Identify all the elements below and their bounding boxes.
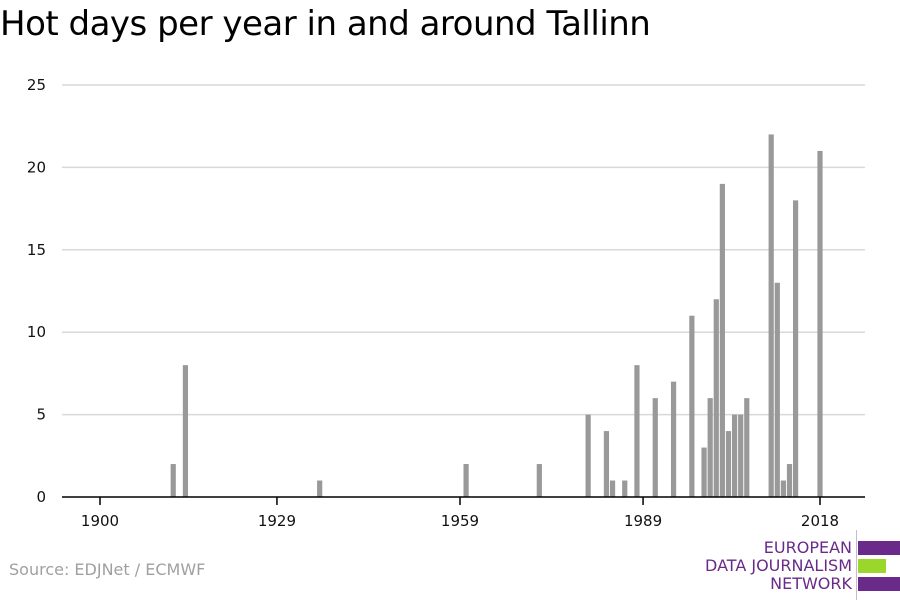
x-tick-label: 2018 <box>801 512 839 530</box>
bar <box>786 464 793 497</box>
bar <box>652 398 658 497</box>
bar <box>585 414 591 497</box>
bar <box>701 447 707 497</box>
logo-bar-bottom <box>858 577 900 591</box>
bar <box>634 365 640 497</box>
logo-line-network: NETWORK <box>770 574 852 593</box>
y-tick-label: 20 <box>27 158 46 176</box>
bar <box>780 480 786 497</box>
bar <box>713 299 719 497</box>
bar <box>744 398 750 497</box>
bar <box>609 480 616 497</box>
chart-title: Hot days per year in and around Tallinn <box>0 4 651 44</box>
gridlines <box>62 84 865 416</box>
axes: 0 5 10 15 20 25 1900 1929 1959 1989 2018 <box>27 76 865 530</box>
bar <box>725 431 732 497</box>
x-tick-label: 1959 <box>441 512 479 530</box>
bar <box>731 414 738 497</box>
y-tick-label: 15 <box>27 241 46 259</box>
source-note: Source: EDJNet / ECMWF <box>9 560 206 579</box>
logo-line-data-journalism: DATA JOURNALISM <box>705 556 852 575</box>
bar <box>707 398 713 497</box>
bar <box>603 431 610 497</box>
logo-bar-middle <box>858 559 886 573</box>
logo-bar-top <box>858 541 900 555</box>
x-tick-label: 1900 <box>81 512 119 530</box>
bar <box>774 282 780 497</box>
bar <box>768 134 774 497</box>
y-tick-label: 10 <box>27 323 46 341</box>
y-tick-label: 25 <box>27 76 46 94</box>
edjnet-logo: EUROPEAN DATA JOURNALISM NETWORK <box>700 530 900 600</box>
x-tick-label: 1929 <box>258 512 296 530</box>
bar <box>622 480 628 497</box>
bar <box>536 464 542 497</box>
bar <box>719 183 725 497</box>
logo-line-european: EUROPEAN <box>763 538 852 557</box>
bar <box>817 150 823 498</box>
bar <box>738 414 744 497</box>
logo-divider <box>856 530 857 600</box>
bars <box>170 134 823 498</box>
x-tick-label: 1989 <box>624 512 662 530</box>
bar <box>670 381 677 497</box>
y-tick-label: 5 <box>36 406 46 424</box>
bar <box>182 365 189 497</box>
bar <box>689 315 695 497</box>
bar <box>792 200 799 498</box>
bar <box>170 464 176 497</box>
bar <box>317 480 323 497</box>
bar <box>463 464 469 497</box>
y-tick-label: 0 <box>36 488 46 506</box>
